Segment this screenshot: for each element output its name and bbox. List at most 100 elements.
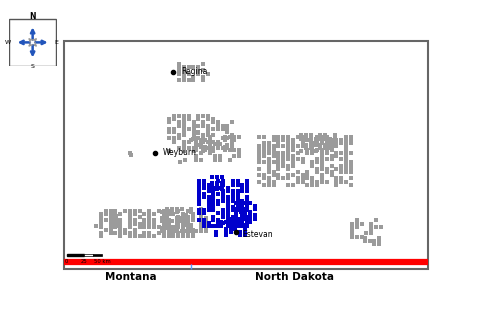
Point [199,74,207,79]
Point [204,117,212,122]
Point [231,220,239,225]
Point [121,208,129,213]
Point [237,203,244,208]
Point [219,211,227,216]
Point [226,148,233,153]
Point [265,156,273,162]
Point [166,136,173,141]
Point [243,208,251,213]
Point [342,169,350,174]
Point [190,130,197,135]
Point [230,154,238,159]
Point [239,182,246,187]
Point [189,215,197,220]
Point [366,238,373,244]
Point [112,223,120,228]
Point [180,212,187,217]
Point [260,147,268,152]
Point [145,234,153,239]
Point [131,208,139,213]
Point [169,224,177,229]
Point [231,217,239,222]
Point [126,212,134,217]
Point [190,126,197,132]
Point [213,187,221,192]
Point [160,231,168,236]
Point [375,235,383,240]
Point [318,172,326,178]
Point [209,139,217,144]
Point [294,150,301,155]
Point [195,208,203,213]
Point [174,218,182,223]
Point [175,133,183,138]
Point [195,182,203,187]
Point [155,224,163,229]
Point [229,188,237,194]
Point [313,169,321,174]
Point [318,176,326,181]
Point [181,157,189,162]
Point [184,228,192,233]
Point [347,163,355,168]
Point [234,201,241,206]
Point [317,133,324,138]
Point [227,229,234,235]
Point [224,224,232,229]
Point [215,192,222,197]
Point [230,138,238,143]
Point [195,185,203,190]
Point [241,222,249,228]
Point [328,140,336,146]
Point [294,156,301,162]
Point [160,208,168,213]
Point [214,123,222,128]
Point [189,228,197,233]
Point [342,166,350,171]
Point [348,234,356,239]
Point [145,218,153,223]
Point [279,137,287,142]
Point [199,77,207,83]
Point [141,231,148,236]
Point [307,146,314,151]
Point [126,151,134,156]
Point [195,192,203,197]
Point [126,231,134,236]
Point [232,210,240,215]
Point [209,133,217,138]
Text: S: S [31,64,35,69]
Point [337,163,345,168]
Point [371,242,378,247]
Point [328,137,336,142]
Point [136,221,144,226]
Point [289,147,297,152]
Point [165,208,172,213]
Point [323,134,331,139]
Point [347,176,355,181]
Point [166,149,173,154]
Point [197,209,205,214]
Text: Regina: Regina [181,67,207,76]
Point [255,179,263,184]
Point [184,221,192,226]
Point [197,157,204,162]
Point [326,142,334,148]
Point [224,217,232,222]
Point [204,114,212,119]
Point [175,136,183,141]
Point [107,220,115,225]
Point [328,172,336,178]
Point [318,137,326,142]
Point [260,160,268,165]
Point [260,182,268,187]
Point [200,185,208,190]
Point [347,182,355,187]
Point [224,204,232,210]
Point [150,221,158,226]
Point [342,179,350,184]
Point [175,120,183,125]
Point [141,212,148,217]
Point [197,212,205,218]
Point [177,159,184,164]
